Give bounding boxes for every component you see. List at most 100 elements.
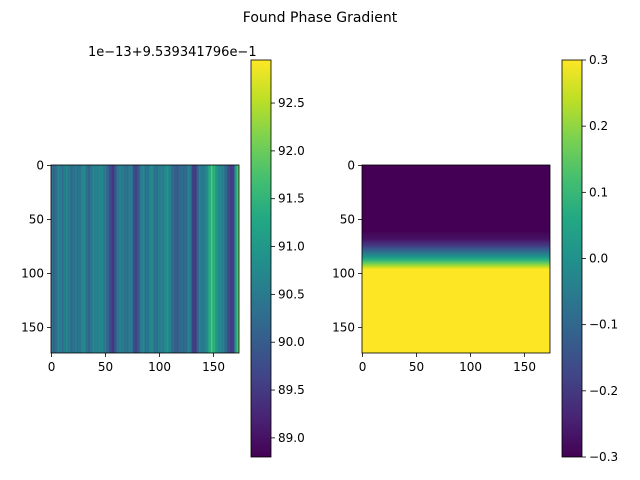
- heatmap-right-row: [362, 330, 550, 332]
- heatmap-left-column: [175, 165, 177, 353]
- heatmap-left-column: [105, 165, 107, 353]
- heatmap-right-row: [362, 291, 550, 294]
- heatmap-right-row: [362, 167, 550, 169]
- heatmap-left-column: [57, 165, 60, 353]
- heatmap-right-row: [362, 224, 550, 227]
- heatmap-left-column: [208, 165, 211, 353]
- colorbar-left-ticks: 89.0 89.5 90.0 90.5 91.0 91.5 92.0 92.5: [271, 96, 305, 445]
- heatmap-right-x-tick-label: 0: [359, 360, 367, 374]
- heatmap-left-column: [209, 165, 212, 353]
- heatmap-right-row: [362, 273, 550, 275]
- heatmap-right-row: [362, 262, 550, 264]
- heatmap-left-column: [193, 165, 196, 353]
- heatmap-right-row: [362, 269, 550, 272]
- heatmap-right-row: [362, 316, 550, 318]
- heatmap-left-column: [195, 165, 198, 353]
- colorbar-left-gradient: [250, 59, 272, 458]
- heatmap-right-row: [362, 179, 550, 181]
- heatmap-right-row: [362, 203, 550, 206]
- heatmap-right-row: [362, 308, 550, 311]
- heatmap-right-row: [362, 225, 550, 228]
- heatmap-left-column: [128, 165, 131, 353]
- heatmap-left-y-tick-label: 0: [36, 159, 44, 173]
- heatmap-right-row: [362, 297, 550, 300]
- heatmap-right-cells: [362, 165, 550, 353]
- heatmap-right-row: [362, 266, 550, 269]
- colorbar-right-tick-label: 0.1: [589, 185, 608, 199]
- heatmap-right-row: [362, 311, 550, 314]
- heatmap-right-row: [362, 279, 550, 282]
- heatmap-right-row: [362, 313, 550, 315]
- heatmap-left-column: [129, 165, 132, 353]
- heatmap-right-row: [362, 281, 550, 284]
- heatmap-right-row: [362, 246, 550, 248]
- heatmap-left-column: [121, 165, 123, 353]
- heatmap-right-row: [362, 172, 550, 175]
- heatmap-right-row: [362, 350, 550, 353]
- heatmap-left-column: [149, 165, 152, 353]
- heatmap-right-row: [362, 327, 550, 329]
- heatmap-right-row: [362, 329, 550, 331]
- heatmap-right-row: [362, 333, 550, 336]
- heatmap-left-column: [95, 165, 97, 353]
- heatmap-left: 0 50 100 150 0 50 100 150: [21, 159, 240, 374]
- heatmap-left-column: [126, 165, 129, 353]
- heatmap-left-column: [223, 165, 226, 353]
- heatmap-right-y-tick-label: 0: [347, 159, 355, 173]
- heatmap-left-column: [197, 165, 200, 353]
- heatmap-right-row: [362, 293, 550, 296]
- heatmap-left-column: [156, 165, 159, 353]
- colorbar-left-tick-label: 92.5: [278, 96, 305, 110]
- heatmap-left-column: [98, 165, 101, 353]
- heatmap-left-column: [139, 165, 142, 353]
- heatmap-left-column: [90, 165, 93, 353]
- heatmap-left-column: [52, 165, 54, 353]
- heatmap-right-row: [362, 171, 550, 174]
- heatmap-right-row: [362, 177, 550, 180]
- heatmap-left-column: [62, 165, 65, 353]
- heatmap-right-row: [362, 289, 550, 291]
- heatmap-right-row: [362, 294, 550, 297]
- heatmap-left-column: [87, 165, 90, 353]
- heatmap-right-row: [362, 282, 550, 285]
- heatmap-right-row: [362, 165, 550, 167]
- heatmap-left-column: [194, 165, 197, 353]
- heatmap-left-column: [71, 165, 74, 353]
- heatmap-left-column: [187, 165, 189, 353]
- heatmap-left-column: [107, 165, 109, 353]
- heatmap-right-x-tick-label: 100: [459, 360, 482, 374]
- heatmap-right-row: [362, 263, 550, 266]
- heatmap-right-row: [362, 254, 550, 257]
- heatmap-left-column: [51, 165, 53, 353]
- heatmap-right-row: [362, 252, 550, 255]
- heatmap-right-x-tick-label: 50: [409, 360, 424, 374]
- heatmap-left-column: [94, 165, 96, 353]
- heatmap-right-row: [362, 169, 550, 172]
- heatmap-right-y-tick-label: 50: [340, 213, 355, 227]
- heatmap-right-row: [362, 239, 550, 242]
- heatmap-left-column: [226, 165, 228, 353]
- heatmap-left-x-tick-label: 150: [202, 360, 225, 374]
- heatmap-right-row: [362, 206, 550, 208]
- heatmap-left-column: [164, 165, 167, 353]
- heatmap-right-row: [362, 226, 550, 229]
- heatmap-right-row: [362, 283, 550, 286]
- heatmap-left-column: [220, 165, 223, 353]
- heatmap-right-row: [362, 336, 550, 339]
- heatmap-right-row: [362, 323, 550, 326]
- heatmap-right-row: [362, 277, 550, 280]
- heatmap-left-column: [216, 165, 218, 353]
- heatmap-left-column: [63, 165, 66, 353]
- heatmap-right-row: [362, 305, 550, 308]
- heatmap-right-row: [362, 237, 550, 240]
- colorbar-right-tick-label: 0.3: [589, 53, 608, 67]
- heatmap-left-column: [205, 165, 208, 353]
- heatmap-left-x-tick-label: 0: [48, 360, 56, 374]
- heatmap-right-row: [362, 183, 550, 186]
- heatmap-right-row: [362, 221, 550, 223]
- heatmap-right-row: [362, 248, 550, 250]
- heatmap-left-column: [54, 165, 56, 353]
- heatmap-right-row: [362, 257, 550, 260]
- heatmap-right-row: [362, 264, 550, 267]
- heatmap-right-row: [362, 213, 550, 216]
